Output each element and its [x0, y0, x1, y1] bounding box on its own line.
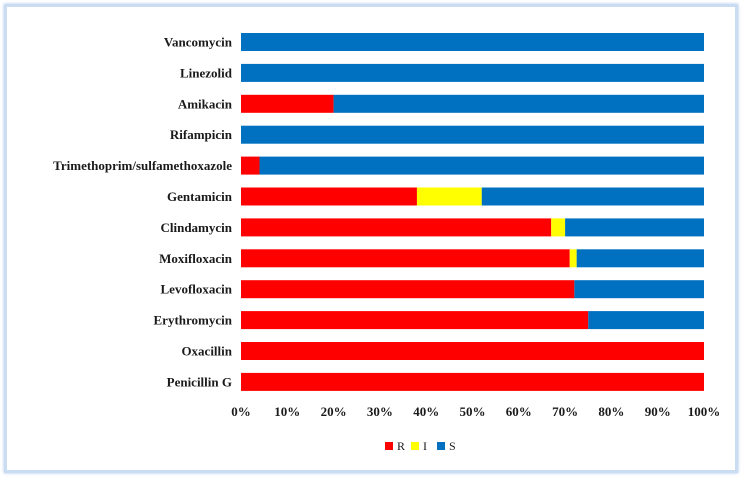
x-tick-label: 80% — [598, 404, 624, 419]
category-label: Penicillin G — [167, 374, 232, 389]
x-tick-label: 10% — [274, 404, 300, 419]
x-tick-label: 30% — [367, 404, 393, 419]
x-tick-label: 50% — [460, 404, 486, 419]
bar-gentamicin-i — [416, 187, 482, 206]
category-label: Linezolid — [180, 65, 233, 80]
x-tick-label: 100% — [688, 404, 721, 419]
chart-frame — [4, 4, 738, 473]
legend-swatch-s — [437, 442, 445, 450]
bar-erythromycin-r — [241, 311, 589, 330]
category-label: Vancomycin — [164, 35, 233, 50]
x-tick-label: 40% — [413, 404, 439, 419]
category-label: Moxifloxacin — [159, 251, 233, 266]
bar-amikacin-r — [241, 94, 334, 113]
legend-swatch-i — [411, 442, 419, 450]
category-label: Trimethoprim/sulfamethoxazole — [53, 158, 232, 173]
x-tick-label: 70% — [552, 404, 578, 419]
legend-label-s: S — [449, 439, 456, 453]
bar-penicillin-g-r — [241, 372, 704, 391]
category-label: Rifampicin — [170, 127, 233, 142]
x-tick-label: 90% — [645, 404, 671, 419]
bars-group — [241, 33, 704, 391]
x-tick-label: 20% — [321, 404, 347, 419]
x-axis-ticks: 0% 10% 20% 30% 40% 50% 60% 70% 80% 90% 100% — [231, 404, 720, 419]
x-tick-label: 0% — [231, 404, 251, 419]
category-label: Oxacillin — [181, 344, 232, 359]
bar-linezolid-s — [241, 63, 704, 82]
legend-label-r: R — [397, 439, 405, 453]
bar-erythromycin-s — [588, 311, 704, 330]
bar-levofloxacin-r — [241, 280, 575, 299]
bar-clindamycin-r — [241, 218, 552, 237]
bar-rifampicin-s — [241, 125, 704, 144]
legend-label-i: I — [423, 439, 427, 453]
category-label: Erythromycin — [154, 313, 233, 328]
legend-swatch-r — [385, 442, 393, 450]
x-tick-label: 60% — [506, 404, 532, 419]
bar-moxifloxacin-r — [241, 249, 570, 268]
category-label: Levofloxacin — [161, 282, 233, 297]
bar-trimethoprim-sulfamethoxazole-s — [259, 156, 704, 175]
category-labels: Vancomycin Linezolid Amikacin Rifampicin Tri… — [53, 35, 233, 390]
bar-trimethoprim-sulfamethoxazole-r — [241, 156, 260, 175]
bar-vancomycin-s — [241, 33, 704, 51]
bar-amikacin-s — [333, 94, 704, 113]
bar-oxacillin-r — [241, 342, 704, 360]
bar-clindamycin-i — [551, 218, 566, 237]
bar-gentamicin-r — [241, 187, 417, 206]
bar-moxifloxacin-s — [576, 249, 704, 268]
bar-gentamicin-s — [481, 187, 704, 206]
category-label: Gentamicin — [167, 189, 233, 204]
bar-levofloxacin-s — [574, 280, 704, 299]
bar-moxifloxacin-i — [569, 249, 577, 268]
bar-clindamycin-s — [565, 218, 704, 237]
category-label: Amikacin — [178, 96, 233, 111]
category-label: Clindamycin — [160, 220, 232, 235]
